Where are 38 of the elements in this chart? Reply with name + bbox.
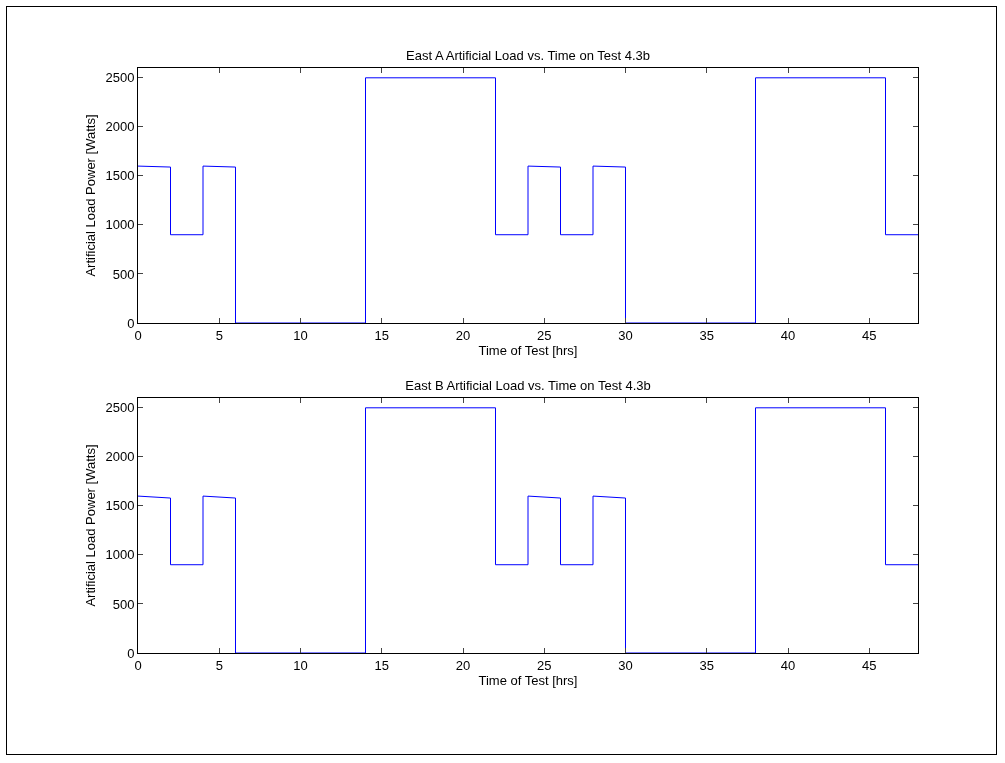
y-tick-label: 1000 bbox=[105, 217, 135, 233]
y-axis-title: Artificial Load Power [Watts] bbox=[83, 444, 99, 607]
y-axis-title: Artificial Load Power [Watts] bbox=[83, 114, 99, 277]
y-tick-label: 2000 bbox=[105, 449, 135, 465]
x-tick-label: 35 bbox=[699, 657, 714, 673]
x-tick-label: 30 bbox=[618, 327, 633, 343]
line-series bbox=[138, 77, 918, 323]
x-tick-label: 40 bbox=[780, 327, 796, 343]
x-axis-title: Time of Test [hrs] bbox=[478, 672, 578, 688]
x-tick-label: 5 bbox=[215, 657, 223, 673]
y-tick-label: 500 bbox=[112, 596, 135, 612]
x-tick-label: 15 bbox=[374, 657, 389, 673]
y-tick-label: 500 bbox=[112, 266, 135, 282]
chart-title: East B Artificial Load vs. Time on Test 4.3b bbox=[405, 378, 651, 393]
y-tick-label: 2500 bbox=[105, 400, 135, 416]
y-tick-label: 1000 bbox=[105, 547, 135, 563]
x-tick-label: 25 bbox=[537, 327, 552, 343]
chart-title: East A Artificial Load vs. Time on Test 4.3b bbox=[405, 48, 651, 63]
x-tick-label: 45 bbox=[862, 327, 877, 343]
y-tick-label: 1500 bbox=[105, 168, 135, 184]
x-tick-label: 20 bbox=[455, 327, 471, 343]
x-tick-label: 20 bbox=[455, 657, 471, 673]
y-tick-label: 0 bbox=[127, 315, 135, 331]
y-tick-label: 2500 bbox=[105, 70, 135, 86]
y-tick-label: 0 bbox=[127, 645, 135, 661]
y-tick-label: 1500 bbox=[105, 498, 135, 514]
line-series bbox=[138, 407, 918, 653]
x-tick-label: 15 bbox=[374, 327, 389, 343]
y-tick-label: 2000 bbox=[105, 119, 135, 135]
x-tick-label: 40 bbox=[780, 657, 796, 673]
x-tick-label: 25 bbox=[537, 657, 552, 673]
x-tick-label: 10 bbox=[293, 657, 308, 673]
x-axis-title: Time of Test [hrs] bbox=[478, 342, 578, 358]
x-tick-label: 35 bbox=[699, 327, 714, 343]
x-tick-label: 30 bbox=[618, 657, 633, 673]
x-tick-label: 45 bbox=[862, 657, 877, 673]
x-tick-label: 5 bbox=[215, 327, 223, 343]
x-tick-label: 10 bbox=[293, 327, 308, 343]
